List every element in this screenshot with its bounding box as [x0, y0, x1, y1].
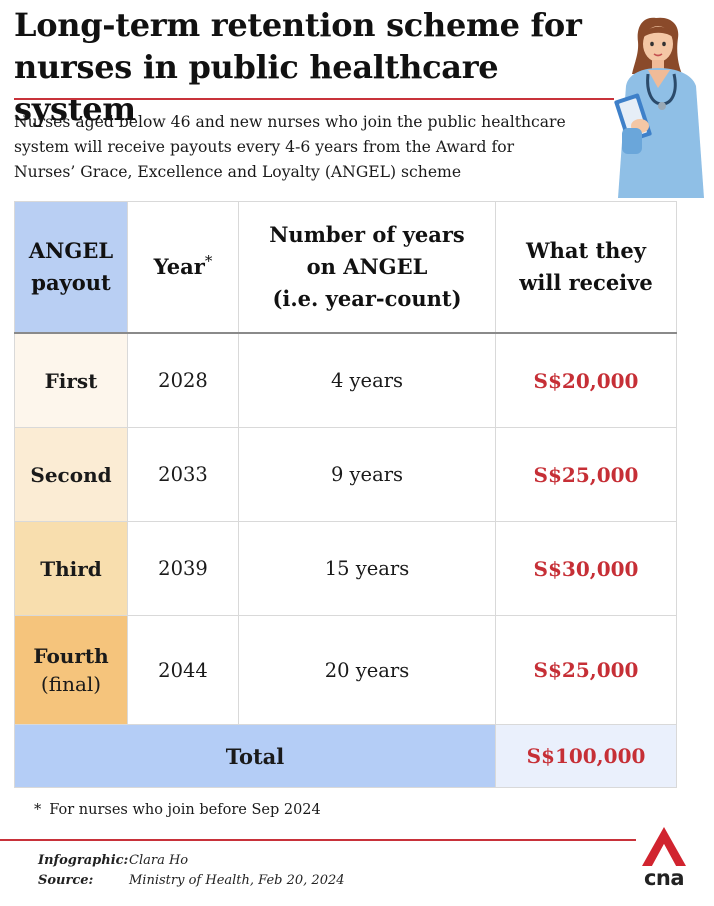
footnote: * For nurses who join before Sep 2024 [34, 802, 534, 818]
payout-cell: Third [14, 521, 128, 616]
infographic-label: Infographic: [38, 853, 129, 868]
page-title: Long-term retention scheme for nurses in… [14, 4, 614, 130]
total-label: Total [14, 724, 496, 788]
footnote-text: For nurses who join before Sep 2024 [49, 802, 321, 818]
payout-cell: Fourth (final) [14, 615, 128, 725]
amount-cell: S$20,000 [495, 332, 677, 428]
header-count-line-3: (i.e. year-count) [272, 286, 462, 311]
year-count-cell: 4 years [238, 332, 496, 428]
credits: Infographic: Clara Ho Source: Ministry o… [38, 851, 598, 891]
infographic-author: Clara Ho [129, 853, 189, 868]
header-angel-payout-line-1: ANGEL [28, 238, 114, 263]
header-count-line-1: Number of years [269, 222, 465, 247]
source-value: Ministry of Health, Feb 20, 2024 [129, 873, 345, 888]
amount-cell: S$25,000 [495, 427, 677, 522]
footer-divider [0, 839, 636, 841]
header-year: Year* [127, 201, 239, 334]
payout-label: Second [30, 462, 112, 487]
title-divider [14, 98, 614, 100]
table-row: First 2028 4 years S$20,000 [14, 332, 677, 428]
source-label: Source: [38, 873, 94, 888]
payout-label: Fourth [33, 644, 109, 668]
year-cell: 2039 [127, 521, 239, 616]
cna-logo-icon [642, 827, 686, 866]
title-line-1: Long-term retention scheme for [14, 6, 582, 44]
header-angel-payout: ANGEL payout [14, 201, 128, 334]
intro-line-2: system will receive payouts every 4-6 ye… [14, 138, 515, 156]
footnote-marker: * [34, 802, 42, 818]
year-footnote-marker: * [204, 252, 213, 270]
payout-sublabel: (final) [40, 672, 102, 696]
header-count-line-2: on ANGEL [306, 254, 428, 279]
header-angel-payout-line-2: payout [31, 270, 111, 295]
angel-payout-table: ANGEL payout Year* Number of years on AN… [14, 201, 677, 788]
year-cell: 2044 [127, 615, 239, 725]
nurse-illustration-icon [614, 17, 704, 198]
intro-line-3: Nurses’ Grace, Excellence and Loyalty (A… [14, 163, 462, 181]
credit-source: Source: Ministry of Health, Feb 20, 2024 [38, 871, 598, 891]
amount-cell: S$25,000 [495, 615, 677, 725]
intro-text: Nurses aged below 46 and new nurses who … [14, 110, 614, 185]
header-what-they-receive: What they will receive [495, 201, 677, 334]
intro-line-1: Nurses aged below 46 and new nurses who … [14, 113, 566, 131]
header-year-label: Year [153, 254, 205, 279]
payout-label: First [44, 368, 98, 393]
year-cell: 2033 [127, 427, 239, 522]
payout-cell: Second [14, 427, 128, 522]
header-receive-line-2: will receive [519, 270, 653, 295]
header-receive-line-1: What they [525, 238, 646, 263]
year-count-cell: 9 years [238, 427, 496, 522]
table-row: Fourth (final) 2044 20 years S$25,000 [14, 615, 677, 725]
payout-cell: First [14, 332, 128, 428]
year-cell: 2028 [127, 332, 239, 428]
logo-text: cna [643, 866, 685, 890]
total-amount: S$100,000 [495, 724, 677, 788]
credit-infographic: Infographic: Clara Ho [38, 851, 598, 871]
table-header-row: ANGEL payout Year* Number of years on AN… [14, 201, 677, 334]
total-row: Total S$100,000 [14, 724, 677, 788]
title-line-2: nurses in public healthcare system [14, 48, 499, 128]
table-row: Third 2039 15 years S$30,000 [14, 521, 677, 616]
year-count-cell: 15 years [238, 521, 496, 616]
table-row: Second 2033 9 years S$25,000 [14, 427, 677, 522]
amount-cell: S$30,000 [495, 521, 677, 616]
header-number-of-years: Number of years on ANGEL (i.e. year-coun… [238, 201, 496, 334]
payout-label: Third [40, 556, 102, 581]
cna-logo: cna [640, 826, 688, 892]
year-count-cell: 20 years [238, 615, 496, 725]
